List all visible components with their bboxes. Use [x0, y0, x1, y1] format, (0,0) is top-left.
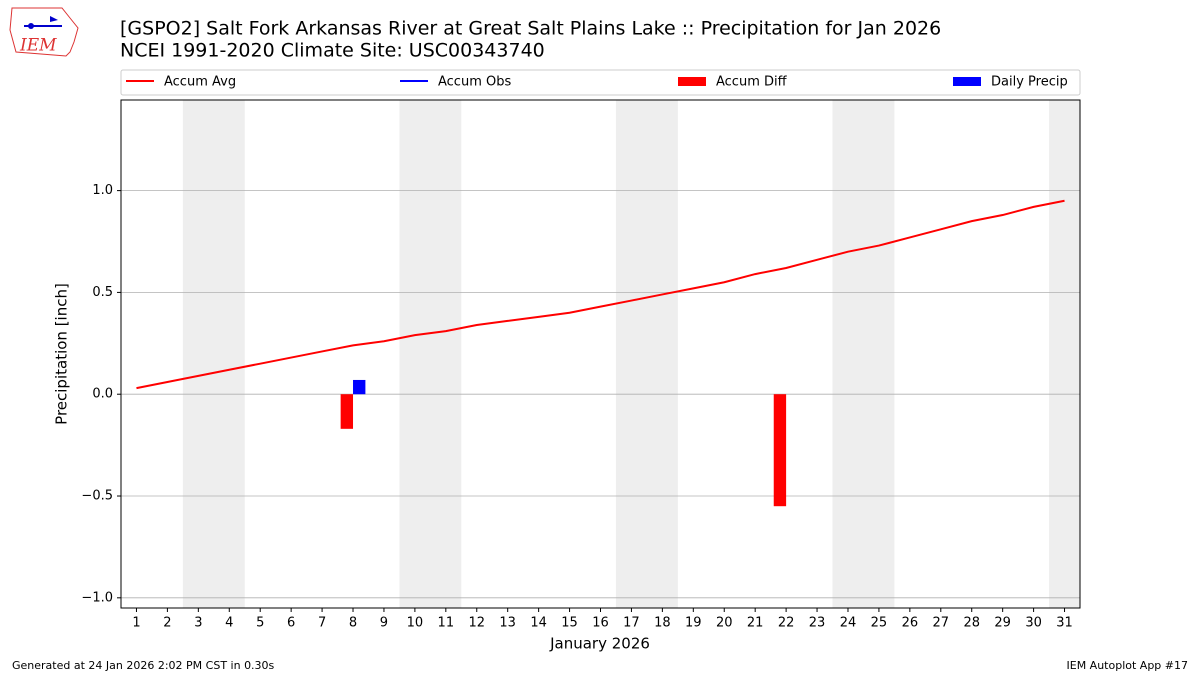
legend-label: Accum Diff	[716, 75, 788, 90]
y-tick-label: 1.0	[92, 183, 113, 198]
x-tick-label: 18	[654, 616, 671, 631]
chart-title: [GSPO2] Salt Fork Arkansas River at Grea…	[120, 18, 941, 40]
x-tick-label: 14	[530, 616, 547, 631]
line	[136, 199, 1065, 390]
x-tick-label: 27	[933, 616, 950, 631]
x-tick-label: 29	[994, 616, 1011, 631]
x-tick-label: 17	[623, 616, 640, 631]
x-tick-label: 2	[163, 616, 171, 631]
legend-box	[120, 69, 1081, 96]
y-tick-label: 0.0	[92, 387, 113, 402]
bar	[353, 379, 366, 395]
x-tick-label: 1	[132, 616, 140, 631]
x-tick-label: 12	[468, 616, 485, 631]
x-tick-label: 9	[380, 616, 388, 631]
x-tick-label: 21	[747, 616, 764, 631]
legend-label: Accum Avg	[164, 75, 236, 90]
y-tick-label: −0.5	[81, 489, 113, 504]
x-tick-label: 19	[685, 616, 702, 631]
legend-label: Daily Precip	[991, 75, 1068, 90]
y-tick-label: 0.5	[92, 285, 113, 300]
x-axis-label: January 2026	[549, 635, 650, 653]
x-tick-label: 8	[349, 616, 357, 631]
x-tick-label: 3	[194, 616, 202, 631]
x-tick-label: 16	[592, 616, 609, 631]
x-tick-label: 20	[716, 616, 733, 631]
x-tick-label: 30	[1025, 616, 1042, 631]
plot-frame	[120, 99, 1081, 609]
x-tick-label: 24	[840, 616, 857, 631]
x-tick-label: 22	[778, 616, 795, 631]
weekend-shade	[1049, 100, 1080, 608]
x-tick-label: 13	[499, 616, 516, 631]
legend-swatch	[678, 77, 706, 86]
x-tick-label: 28	[963, 616, 980, 631]
x-tick-label: 4	[225, 616, 233, 631]
logo-text: IEM	[19, 36, 57, 56]
legend-label: Accum Obs	[438, 75, 511, 90]
chart-subtitle: NCEI 1991-2020 Climate Site: USC00343740	[120, 40, 545, 62]
x-tick-label: 25	[871, 616, 888, 631]
x-tick-label: 5	[256, 616, 264, 631]
x-tick-label: 31	[1056, 616, 1073, 631]
weekend-shade	[399, 100, 462, 608]
footer-right: IEM Autoplot App #17	[1067, 659, 1189, 672]
weekend-shade	[615, 100, 678, 608]
x-tick-label: 23	[809, 616, 826, 631]
weekend-shade	[832, 100, 895, 608]
x-tick-label: 7	[318, 616, 326, 631]
x-tick-label: 15	[561, 616, 578, 631]
bar	[773, 394, 787, 507]
legend-swatch	[953, 77, 981, 86]
y-tick-label: −1.0	[81, 590, 113, 605]
weekend-shade	[182, 100, 245, 608]
x-tick-label: 26	[902, 616, 919, 631]
x-tick-label: 6	[287, 616, 295, 631]
logo: IEM	[9, 7, 79, 57]
x-tick-label: 10	[407, 616, 424, 631]
y-axis-label: Precipitation [inch]	[53, 283, 71, 425]
x-tick-label: 11	[438, 616, 455, 631]
bar	[340, 394, 354, 429]
footer-left: Generated at 24 Jan 2026 2:02 PM CST in …	[12, 659, 275, 672]
